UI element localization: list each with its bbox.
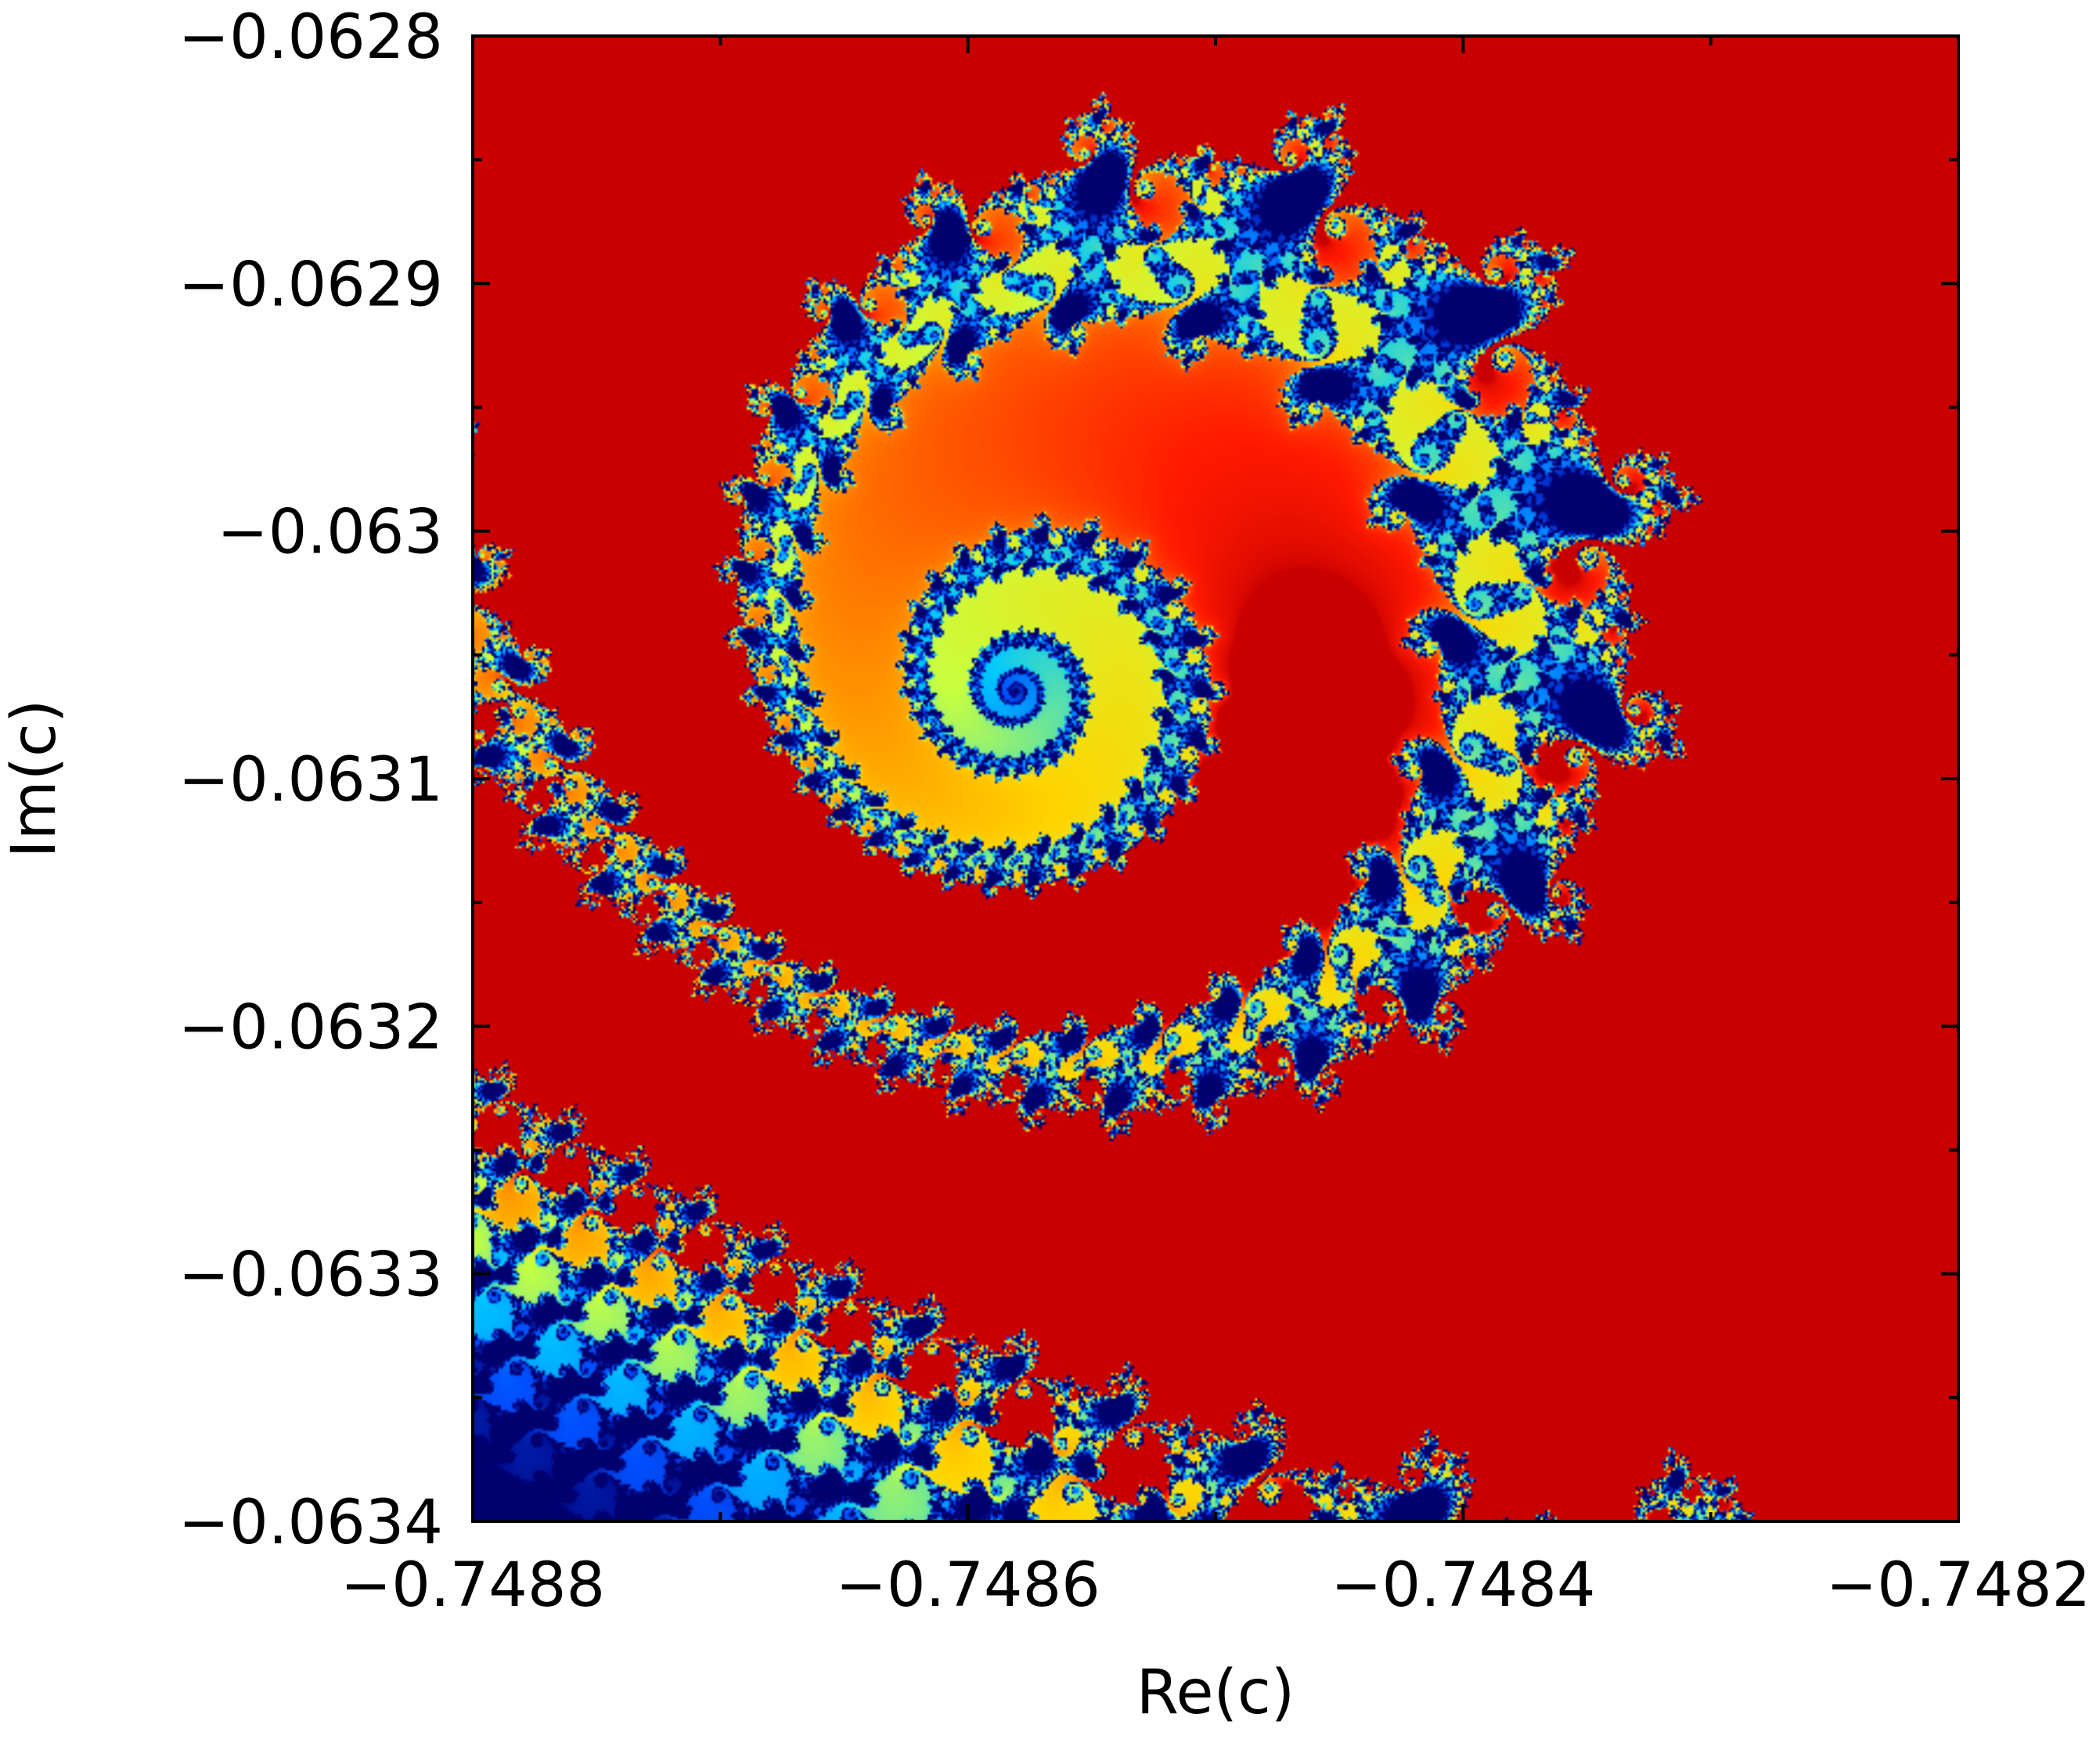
fractal-image-layer (473, 36, 1958, 1521)
fractal-heatmap-image (473, 36, 1958, 1521)
y-tick-label: −0.0628 (178, 2, 443, 73)
y-tick-label: −0.0631 (178, 745, 443, 815)
x-axis-label: Re(c) (1136, 1658, 1295, 1728)
y-tick-labels: −0.0634 −0.0633 −0.0632 −0.0631 −0.063 −0.062… (178, 2, 443, 1558)
x-tick-label: −0.7488 (340, 1550, 605, 1621)
x-tick-labels: −0.7488 −0.7486 −0.7484 −0.7482 (340, 1550, 2091, 1621)
y-tick-label: −0.0634 (178, 1488, 443, 1558)
y-axis-label: Im(c) (0, 700, 70, 859)
axis-ticks (471, 34, 1960, 1523)
y-tick-label: −0.0632 (178, 992, 443, 1063)
x-tick-label: −0.7486 (836, 1550, 1100, 1621)
x-tick-label: −0.7484 (1331, 1550, 1595, 1621)
y-tick-label: −0.063 (217, 498, 443, 568)
y-tick-label: −0.0629 (178, 250, 443, 320)
y-tick-label: −0.0633 (178, 1240, 443, 1311)
x-tick-label: −0.7482 (1826, 1550, 2091, 1621)
